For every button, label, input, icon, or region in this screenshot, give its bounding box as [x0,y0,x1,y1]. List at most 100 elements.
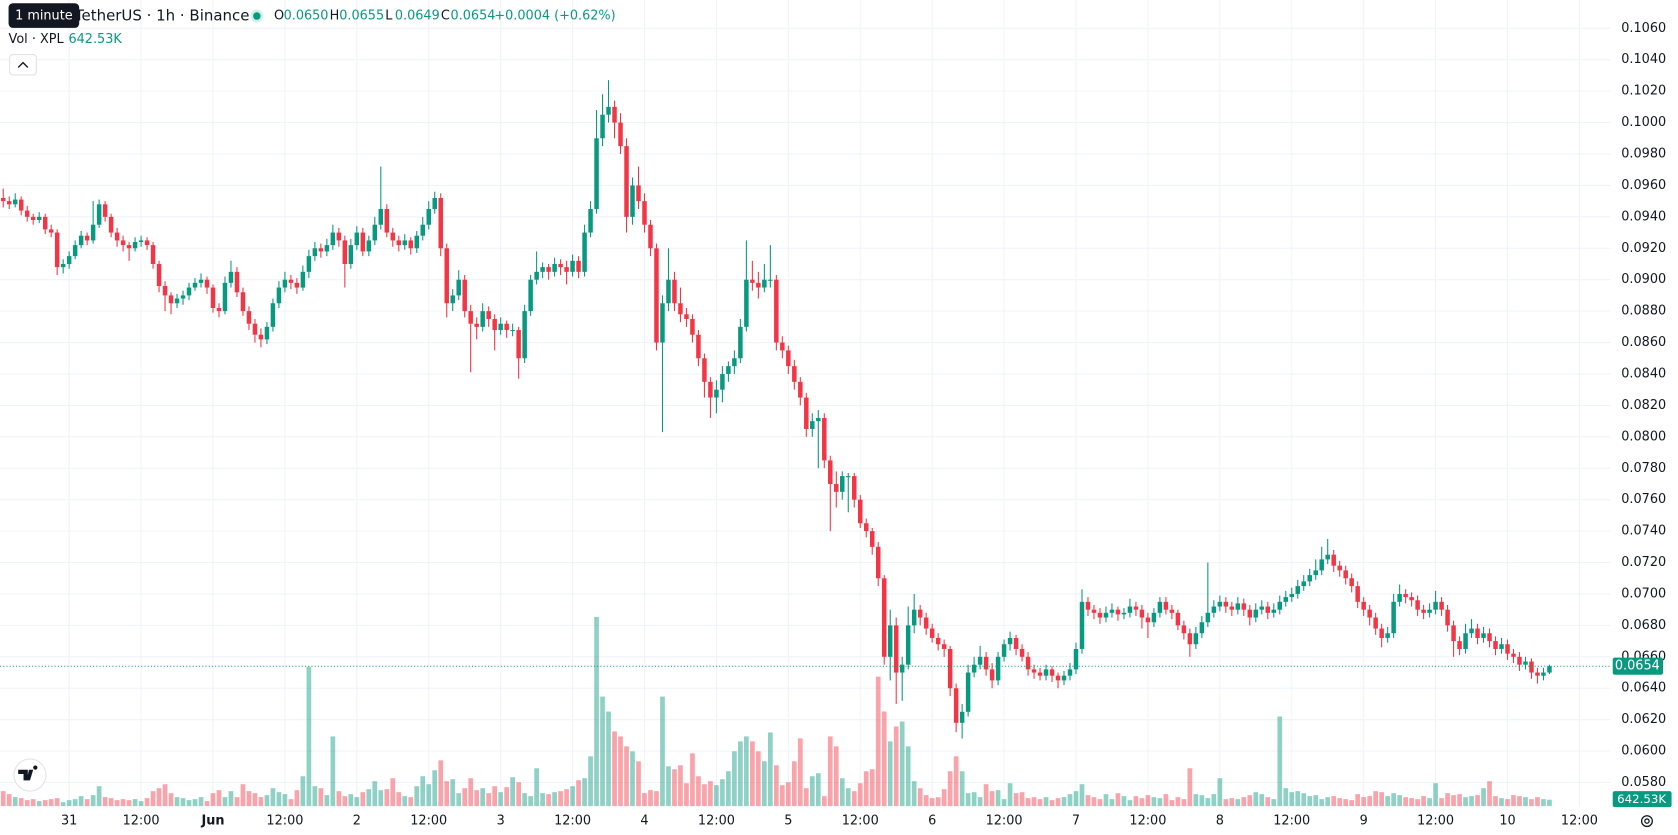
candle-body [684,314,689,319]
volume-bar [887,741,893,807]
candle-body [84,235,90,241]
candle-body [660,303,665,343]
candle-body [1295,586,1300,594]
volume-bar [564,789,569,807]
volume-bar [162,784,168,807]
candle-body [1493,641,1498,649]
volume-bar [462,788,468,807]
volume-bar [1415,799,1420,807]
candle-body [822,417,827,461]
candle-body [720,373,725,390]
volume-bar [977,797,983,807]
ohlc-key: H [330,9,340,24]
candle-body [1037,672,1043,676]
volume-bar [612,731,617,807]
candle-body [282,279,288,288]
volume-bar [600,696,605,807]
candle-body [1433,601,1438,610]
volume-bar [210,793,216,807]
volume-bar [935,797,941,807]
candle-body [90,224,96,241]
ohlc-value: 0.0654 [451,9,496,24]
y-tick-label: 0.0800 [1621,429,1666,444]
volume-bar [252,793,258,807]
volume-bar [1193,794,1199,807]
candle-body [1427,609,1432,613]
candle-body [312,248,318,257]
candle-body [923,617,929,629]
candle-body [582,232,587,272]
volume-bar [1031,797,1037,807]
volume-bar [72,799,78,807]
candle-body [1241,603,1247,610]
candle-body [1151,612,1157,623]
candle-body [666,279,671,304]
candle-body [570,260,575,272]
volume-bar [192,799,198,807]
volume-bar [1337,798,1343,807]
volume-bar [1349,800,1355,807]
volume-bar [744,736,749,807]
ohlc-value: 0.0655 [339,9,384,24]
candle-body [941,644,947,649]
candle-body [816,417,821,422]
candle-body [540,267,545,272]
candle-body [768,279,773,281]
candle-body [468,311,473,324]
volume-bar [378,790,384,807]
candle-body [168,295,174,304]
volume-bar [132,799,138,807]
candle-body [899,664,905,673]
volume-bar [312,786,318,807]
candle-body [1121,612,1127,615]
x-tick-label: 12:00 [698,814,735,829]
candle-body [126,245,132,249]
volume-bar [582,778,587,807]
volume-bar [1421,796,1426,807]
candle-body [228,271,234,283]
y-tick-label: 0.0940 [1621,209,1666,224]
header: TetherUS · 1h · Binance Vol · XPL 642.53… [8,3,1653,828]
x-tick-label: 9 [1360,814,1368,829]
x-tick-label: 7 [1072,814,1080,829]
collapse-button[interactable] [9,54,37,76]
volume-bar [845,788,851,807]
volume-bar [1373,791,1379,807]
x-tick-label: 12:00 [1273,814,1310,829]
volume-bar [372,781,378,807]
settings-icon[interactable] [1640,815,1653,828]
candle-body [150,245,156,264]
volume-bar [642,793,647,807]
candle-body [588,208,593,233]
volume-bar [276,792,282,807]
volume-bar [30,799,36,807]
x-tick-label: 12:00 [1561,814,1598,829]
candle-body [1091,609,1097,613]
candle-body [642,201,647,225]
volume-bar [893,726,899,807]
candle-body [294,282,300,288]
candle-body [546,267,551,272]
volume-bar [1235,799,1241,807]
candle-body [1283,597,1289,602]
candle-body [498,323,503,330]
candle-body [156,263,162,286]
volume-bar [1307,796,1313,807]
volume-bar [1469,796,1474,807]
candle-body [678,303,683,315]
x-tick-label: 12:00 [1129,814,1166,829]
volume-bar [1037,799,1043,807]
candle-body [1349,578,1354,587]
candle-body [414,235,420,249]
candle-body [1265,606,1271,613]
volume-bar [684,783,689,807]
volume-bar [732,751,737,807]
volume-bar [174,797,180,807]
candle-body [1109,609,1115,613]
volume-bar [522,793,527,807]
volume-bar [456,793,462,807]
volume-bar [1397,795,1402,807]
candle-body [36,216,42,220]
candle-body [911,609,917,626]
volume-bar [857,783,863,807]
